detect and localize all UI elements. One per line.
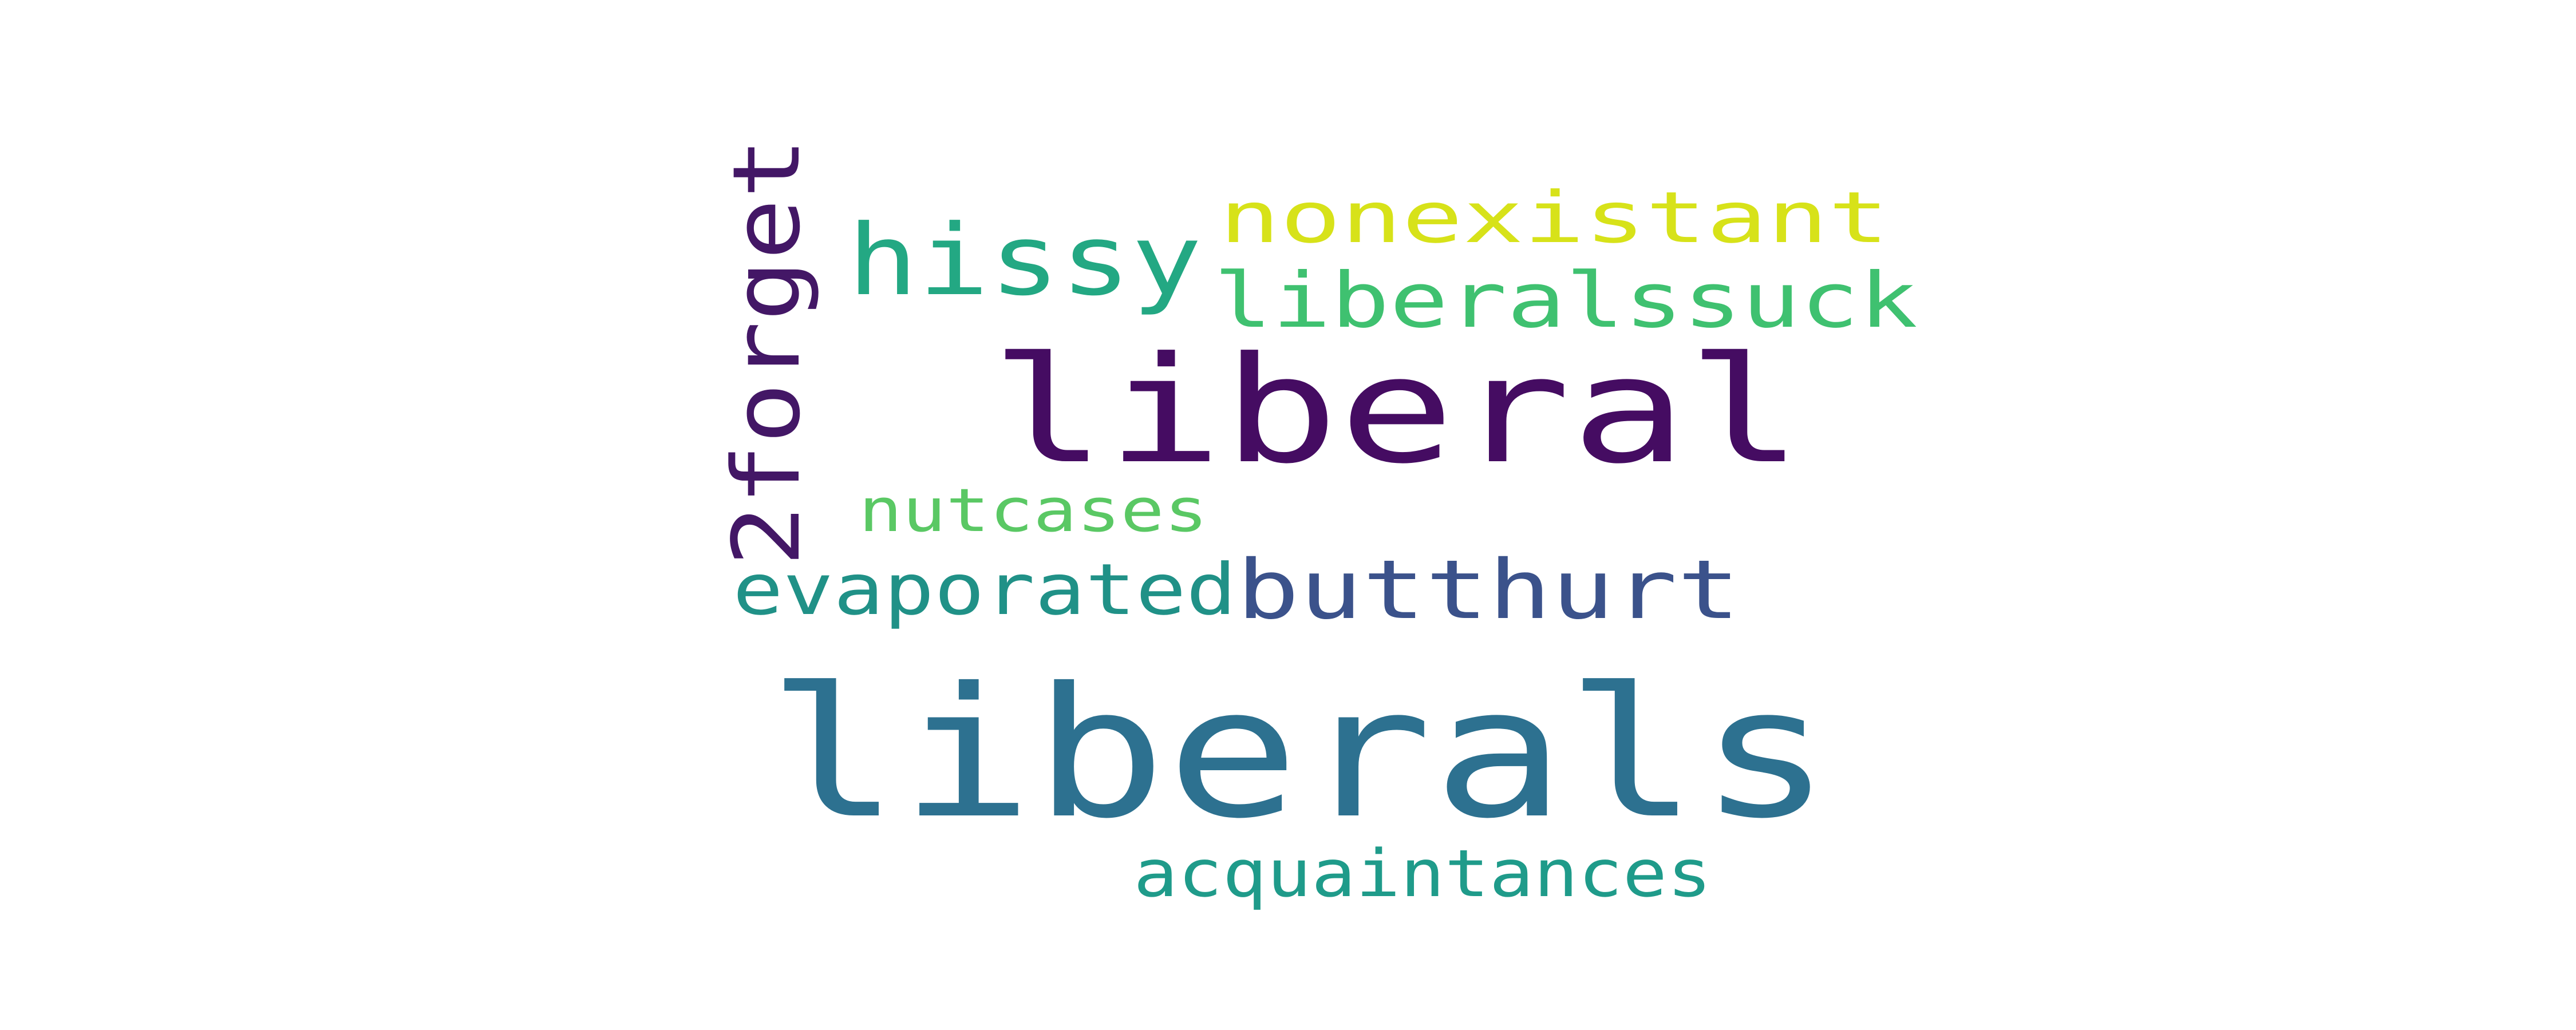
word-liberals: liberals — [767, 649, 1832, 858]
word-liberal: liberal — [990, 326, 1803, 496]
word-nutcases: nutcases — [859, 476, 1208, 545]
word-butthurt: butthurt — [1236, 542, 1740, 637]
word-acquaintances: acquaintances — [1133, 835, 1712, 912]
word-nonexistant: nonexistant — [1219, 177, 1889, 259]
word-2forget: 2forget — [713, 137, 821, 567]
word-liberalssuck: liberalssuck — [1214, 257, 1918, 345]
word-evaporated: evaporated — [733, 549, 1236, 631]
word-hissy: hissy — [847, 204, 1202, 318]
